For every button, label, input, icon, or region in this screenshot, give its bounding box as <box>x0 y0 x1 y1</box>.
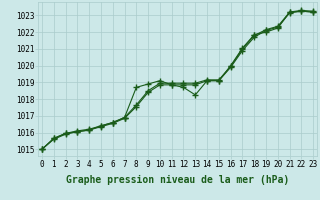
X-axis label: Graphe pression niveau de la mer (hPa): Graphe pression niveau de la mer (hPa) <box>66 175 289 185</box>
